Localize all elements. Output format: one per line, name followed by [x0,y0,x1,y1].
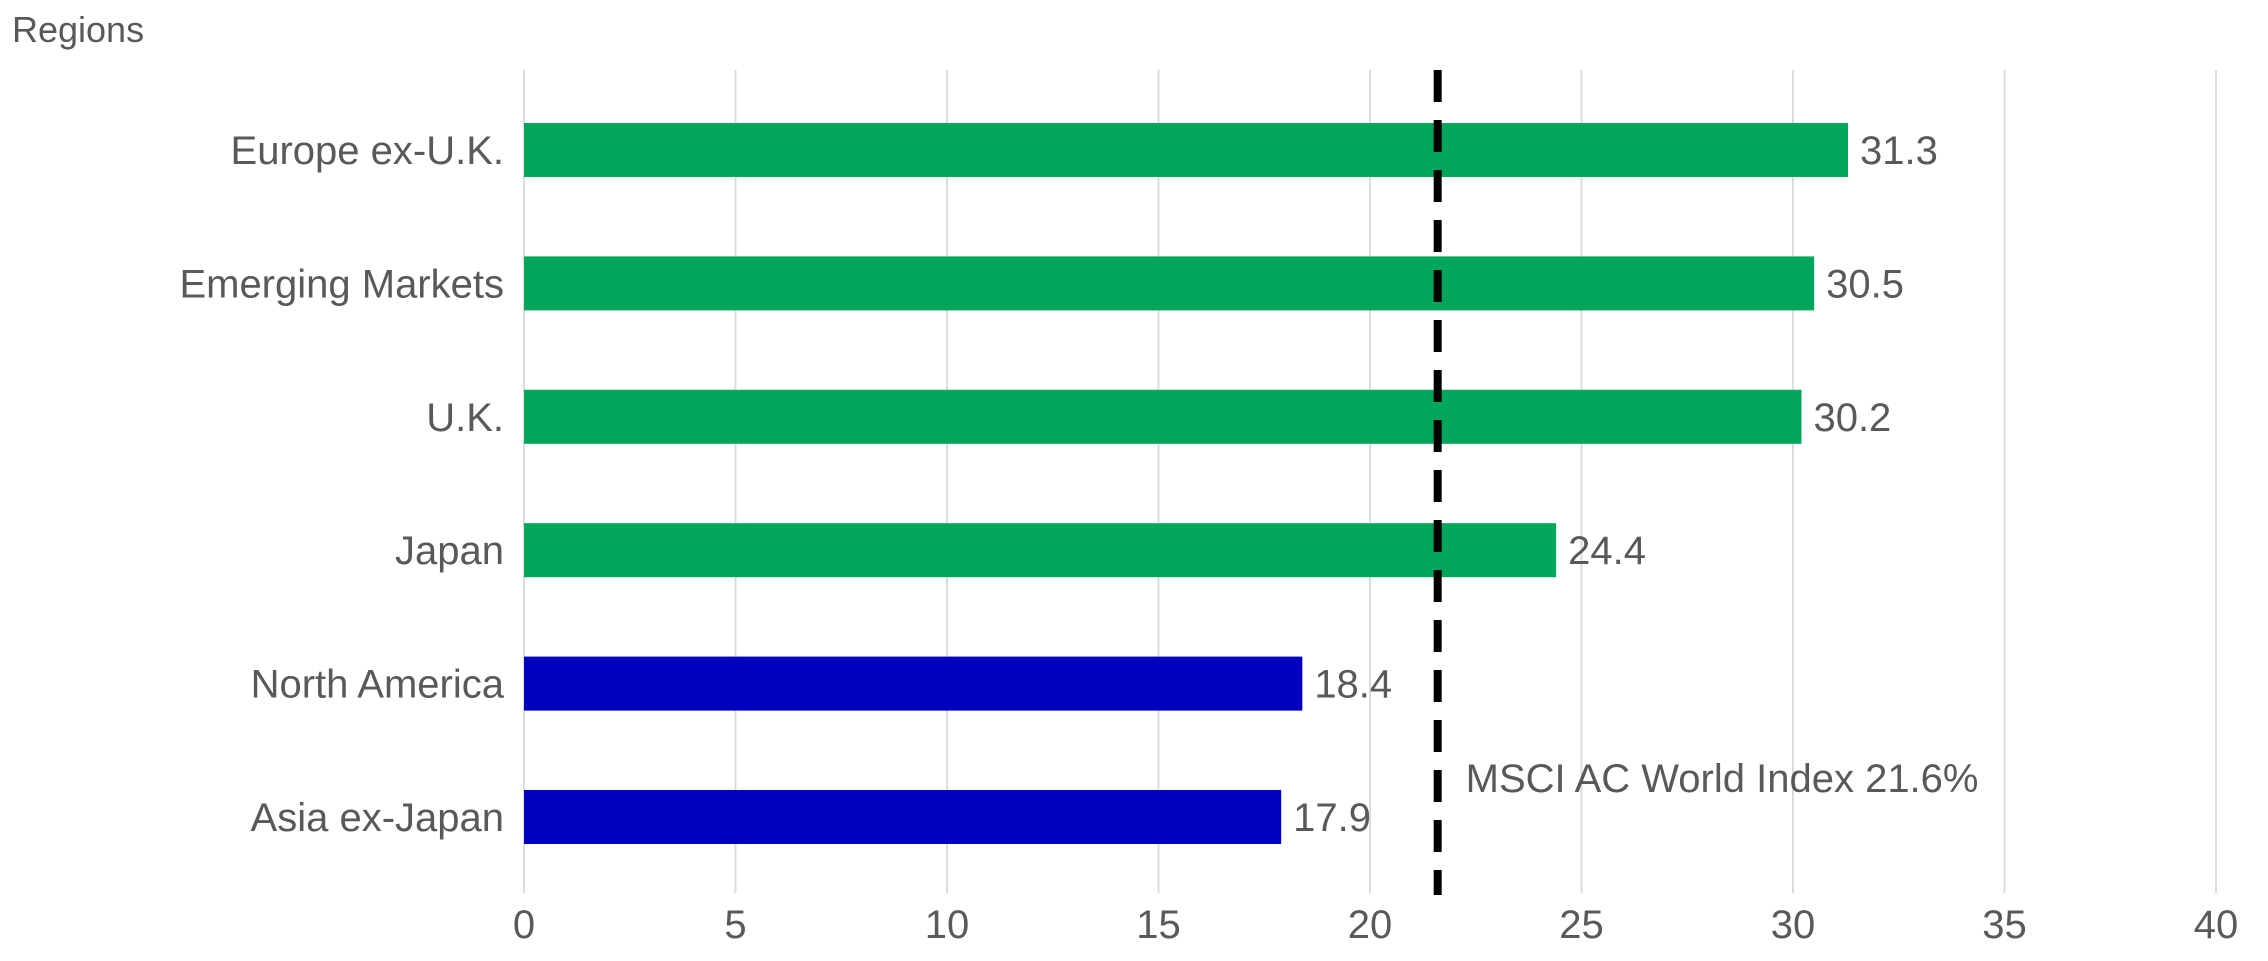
value-label-1: 30.5 [1826,262,1904,306]
x-tick-label-40: 40 [2194,903,2239,947]
reference-line-group: MSCI AC World Index 21.6% [1433,70,1979,895]
gridlines [523,70,2217,893]
reference-line-label: MSCI AC World Index 21.6% [1466,757,1979,801]
bar-0 [524,123,1848,177]
category-label-3: Japan [395,529,504,573]
x-tick-label-15: 15 [1136,903,1181,947]
x-axis-ticks: 0 5 10 15 20 25 30 35 40 [513,903,2238,947]
category-label-0: Europe ex-U.K. [231,129,504,173]
bar-2 [524,389,1802,444]
value-label-2: 30.2 [1813,396,1891,440]
value-label-3: 24.4 [1568,529,1646,573]
category-label-1: Emerging Markets [179,262,504,306]
x-tick-label-0: 0 [513,903,535,947]
x-tick-label-5: 5 [724,903,746,947]
labels: Europe ex-U.K. 31.3 Emerging Markets 30.5 U.… [179,129,1937,840]
category-label-5: Asia ex-Japan [251,796,504,840]
chart-title: Regions [12,9,144,50]
bar-3 [524,523,1557,578]
bar-5 [524,790,1282,844]
x-tick-label-35: 35 [1982,903,2027,947]
x-tick-label-25: 25 [1559,903,1604,947]
x-tick-label-10: 10 [925,903,970,947]
bars [524,123,1848,844]
x-tick-label-30: 30 [1771,903,1816,947]
value-label-4: 18.4 [1314,663,1392,707]
x-tick-label-20: 20 [1348,903,1393,947]
value-label-0: 31.3 [1860,129,1938,173]
bar-1 [524,256,1815,311]
bar-4 [524,656,1303,711]
value-label-5: 17.9 [1293,796,1371,840]
category-label-4: North America [251,663,505,707]
category-label-2: U.K. [426,396,504,440]
